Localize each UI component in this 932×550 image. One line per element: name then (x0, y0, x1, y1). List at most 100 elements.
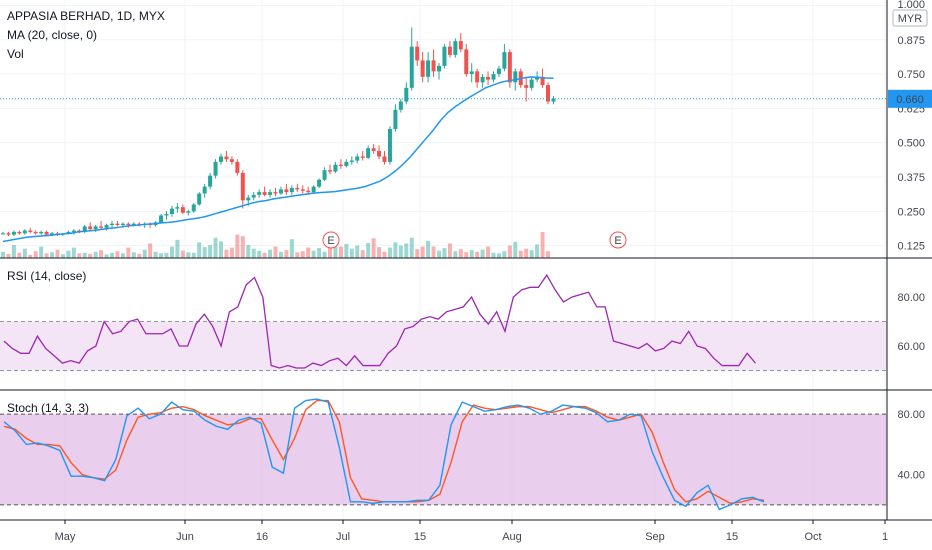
volume-bar (159, 253, 164, 258)
earnings-marker (322, 231, 340, 249)
candle-body (208, 175, 213, 187)
candle-body (464, 49, 469, 75)
volume-bar (404, 243, 409, 258)
candle-body (186, 211, 191, 213)
candle-body (240, 172, 245, 201)
volume-bar (513, 241, 518, 258)
volume-bar (197, 242, 202, 258)
candle-body (11, 231, 16, 235)
candle-body (175, 207, 180, 209)
vol-legend[interactable]: Vol (7, 47, 24, 61)
candle-body (502, 52, 507, 69)
volume-bar (491, 252, 496, 258)
volume-bar (44, 253, 49, 258)
volume-bar (71, 247, 76, 258)
volume-bar (546, 251, 550, 258)
candle-body (409, 46, 414, 88)
volume-bar (486, 246, 491, 258)
volume-bar (208, 245, 213, 258)
candle-body (387, 129, 392, 162)
volume-bar (333, 242, 338, 258)
candle-body (17, 231, 22, 234)
volume-bar (366, 242, 371, 258)
ma-legend[interactable]: MA (20, close, 0) (7, 28, 98, 42)
candle-body (99, 226, 104, 228)
volume-bar (360, 250, 365, 258)
candle-body (437, 65, 441, 72)
volume-bar (338, 246, 343, 258)
volume-bar (507, 245, 512, 258)
candle-body (110, 223, 114, 226)
volume-bar (535, 244, 540, 258)
volume-bar (39, 246, 44, 258)
candle-body (273, 192, 278, 194)
time-tick-label: Sep (645, 531, 665, 543)
candle-body (93, 226, 98, 230)
volume-bar (289, 239, 294, 258)
volume-bar (180, 250, 185, 258)
volume-bar (191, 252, 196, 258)
candle-body (33, 231, 38, 234)
volume-bar (17, 252, 22, 258)
stoch-legend[interactable]: Stoch (14, 3, 3) (7, 401, 90, 415)
candle-body (431, 60, 436, 72)
candle-body (44, 231, 49, 235)
candle-body (295, 188, 300, 190)
price-tick-label: 0.250 (897, 206, 925, 218)
candle-body (202, 186, 207, 194)
candle-body (453, 41, 458, 55)
volume-bar (28, 254, 33, 258)
candle-body (491, 74, 496, 80)
volume-bar (251, 248, 256, 258)
stoch-k-line (3, 398, 765, 511)
candle-body (507, 52, 512, 83)
candle-body (306, 190, 311, 193)
rsi-legend[interactable]: RSI (14, close) (7, 269, 87, 283)
main-legend: APPASIA BERHAD, 1D, MYX MA (20, close, 0… (7, 7, 165, 64)
price-tick-label: 0.375 (897, 172, 925, 184)
volume-bar (110, 252, 114, 258)
volume-bar (82, 252, 87, 258)
volume-bar (224, 249, 229, 258)
time-tick-label: Oct (804, 531, 821, 543)
volume-bar (137, 253, 142, 258)
candle-body (88, 226, 93, 230)
candle-body (338, 164, 343, 167)
volume-bar (322, 251, 327, 258)
candle-body (524, 85, 529, 88)
candle-body (159, 215, 164, 223)
candle-body (219, 156, 223, 162)
candle-body (349, 160, 354, 162)
candle-body (317, 179, 322, 187)
volume-bar (469, 250, 474, 258)
candle-body (355, 156, 360, 161)
volume-bar (22, 248, 27, 258)
volume-bar (66, 250, 71, 258)
candle-body (442, 46, 447, 66)
candle-body (82, 226, 87, 232)
volume-bar (442, 248, 447, 258)
candle-body (39, 231, 44, 234)
volume-bar (382, 251, 387, 258)
volume-bar (235, 234, 240, 258)
candle-body (551, 98, 556, 102)
volume-bar (387, 247, 392, 258)
volume-bar (502, 251, 507, 258)
volume-bar (398, 245, 403, 258)
candle-body (28, 230, 33, 232)
candle-body (1, 233, 5, 235)
candle-body (371, 148, 376, 151)
symbol-title[interactable]: APPASIA BERHAD, 1D, MYX (7, 9, 165, 23)
volume-bar (349, 248, 354, 258)
volume-bar (104, 254, 109, 258)
volume-bar (306, 247, 311, 258)
currency-label: MYR (898, 13, 923, 25)
time-tick-label: 15 (726, 531, 738, 543)
candle-body (262, 192, 267, 195)
earnings-marker-label: E (614, 235, 621, 247)
volume-bar (93, 251, 98, 258)
volume-bar (77, 253, 82, 258)
volume-bar (317, 248, 322, 258)
volume-bar (415, 249, 420, 258)
